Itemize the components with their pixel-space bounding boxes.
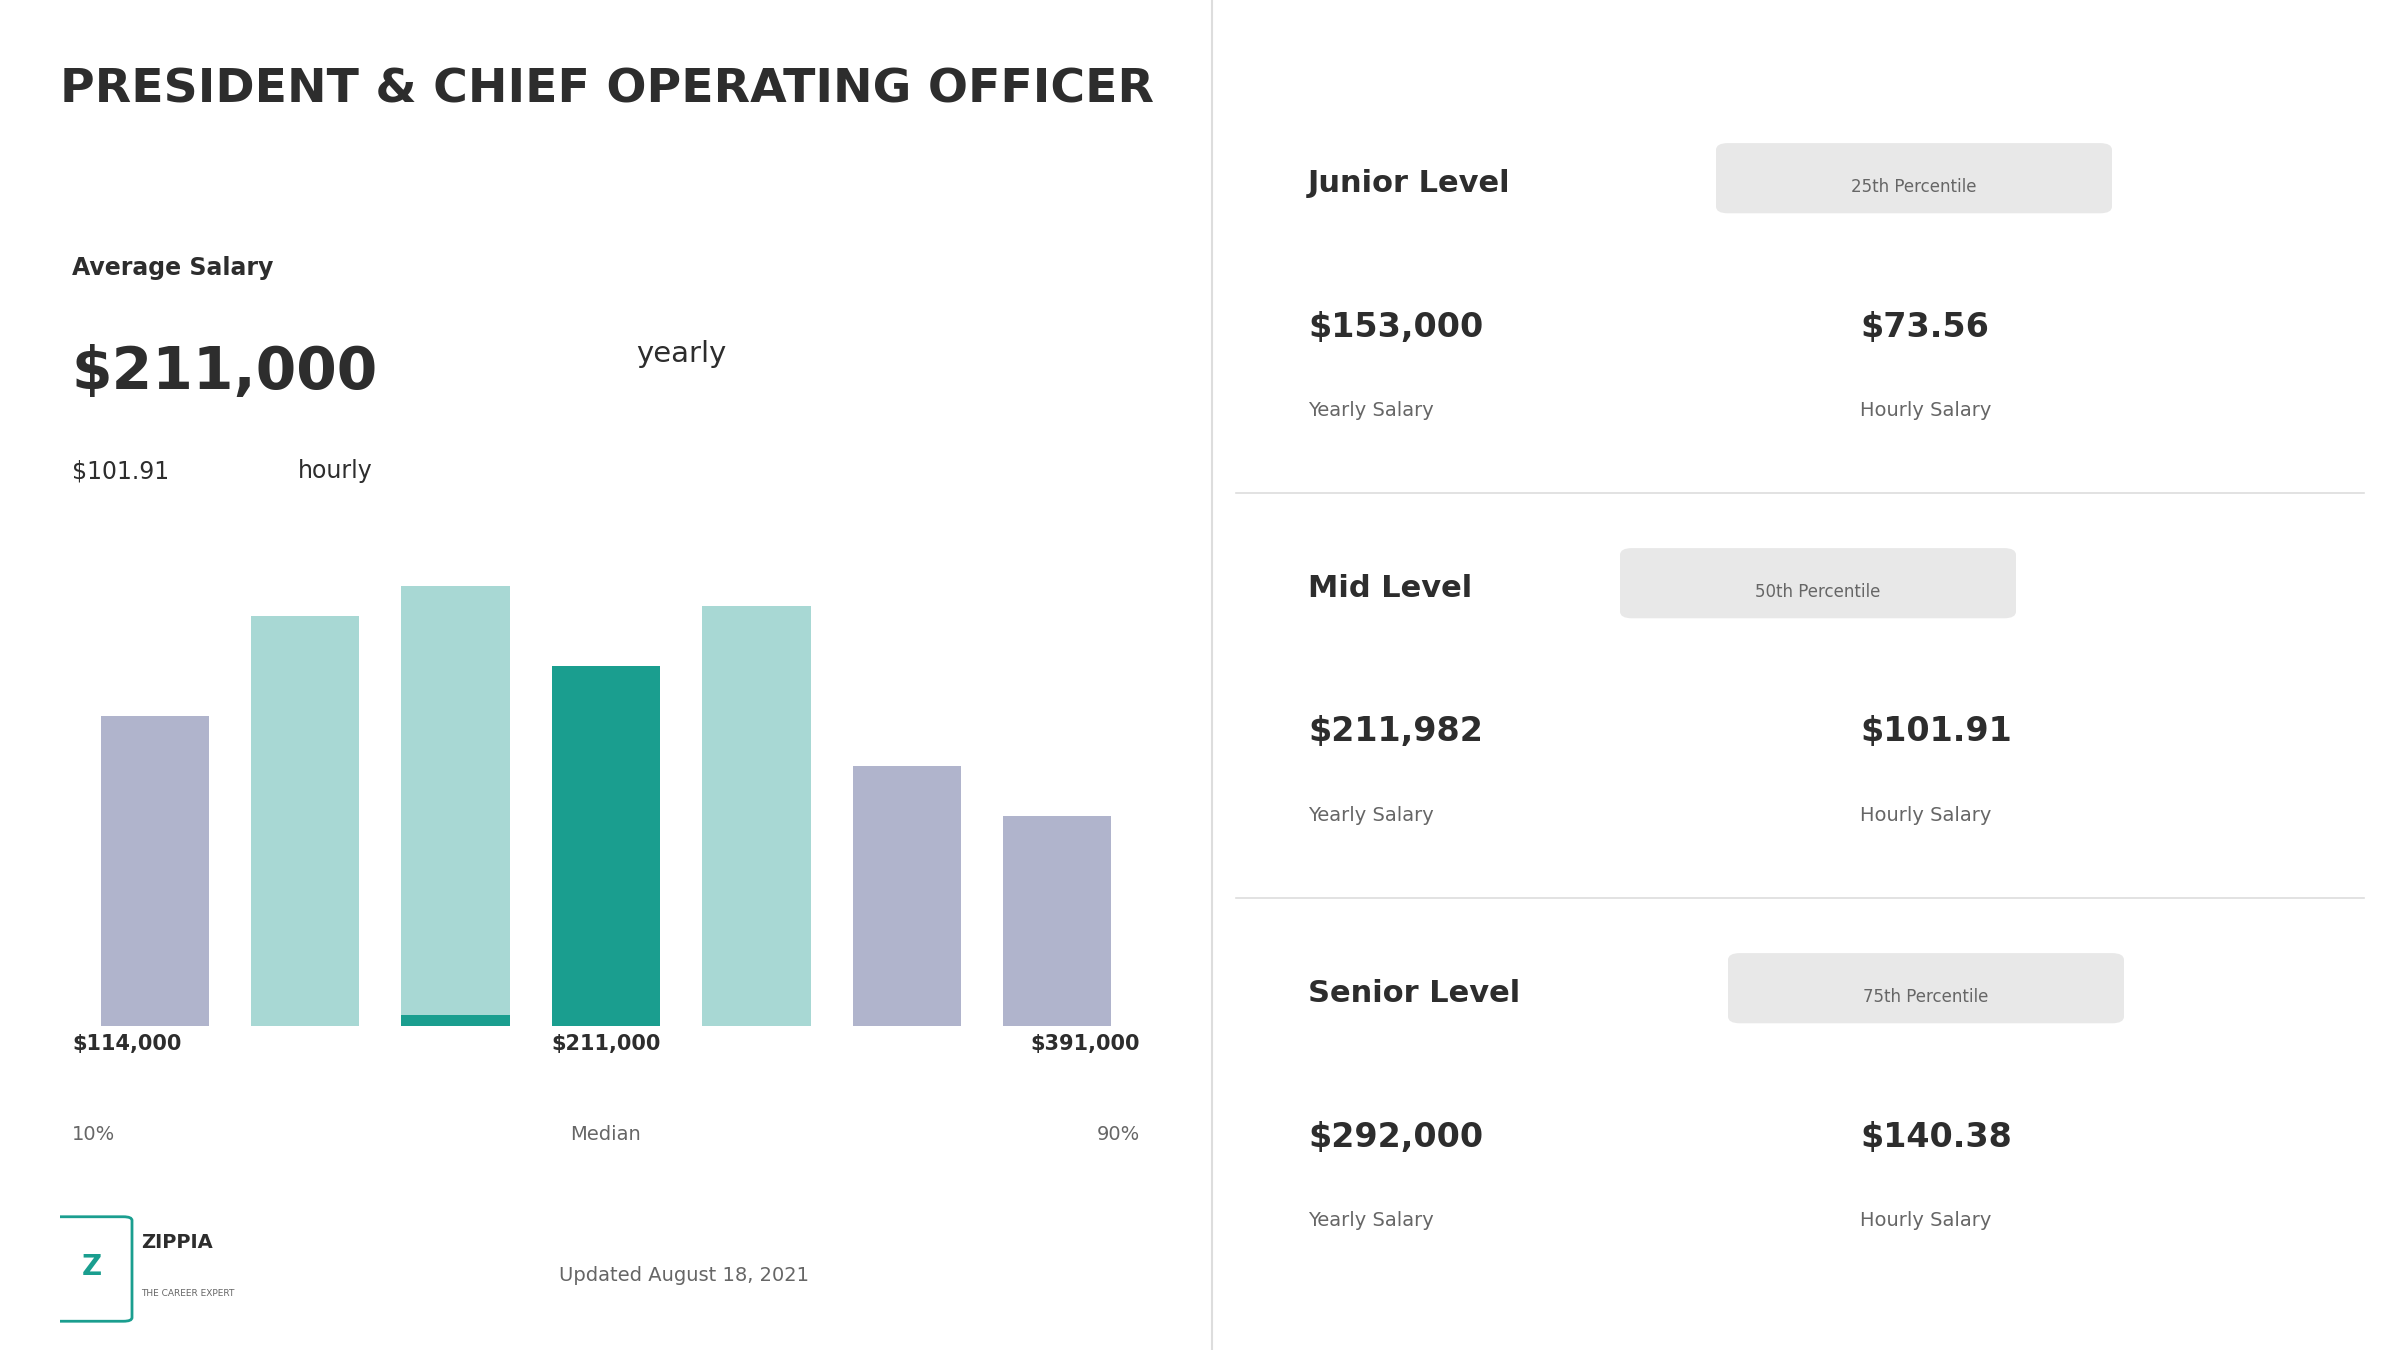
- Text: $153,000: $153,000: [1308, 310, 1483, 343]
- Text: Updated August 18, 2021: Updated August 18, 2021: [559, 1266, 809, 1285]
- Text: 90%: 90%: [1097, 1125, 1140, 1143]
- Text: Mid Level: Mid Level: [1308, 574, 1471, 602]
- Text: THE CAREER EXPERT: THE CAREER EXPERT: [142, 1289, 235, 1297]
- Text: Z: Z: [82, 1253, 101, 1281]
- Text: $101.91: $101.91: [1860, 716, 2011, 748]
- Bar: [401, 1015, 509, 1026]
- Text: Hourly Salary: Hourly Salary: [1860, 401, 1992, 420]
- Text: $101.91: $101.91: [72, 459, 168, 483]
- Text: Yearly Salary: Yearly Salary: [1308, 1211, 1433, 1230]
- Text: 75th Percentile: 75th Percentile: [1862, 988, 1990, 1006]
- Text: $211,000: $211,000: [552, 1034, 660, 1054]
- Text: $391,000: $391,000: [1030, 1034, 1140, 1054]
- FancyBboxPatch shape: [1620, 548, 2016, 618]
- Text: ZIPPIA: ZIPPIA: [142, 1233, 211, 1251]
- FancyBboxPatch shape: [1728, 953, 2124, 1023]
- Text: Senior Level: Senior Level: [1308, 979, 1519, 1007]
- Text: yearly: yearly: [636, 340, 727, 369]
- Text: $292,000: $292,000: [1308, 1120, 1483, 1153]
- Text: $73.56: $73.56: [1860, 310, 1990, 343]
- Text: hourly: hourly: [298, 459, 372, 483]
- Text: Yearly Salary: Yearly Salary: [1308, 806, 1433, 825]
- Text: $140.38: $140.38: [1860, 1120, 2011, 1153]
- FancyBboxPatch shape: [50, 1216, 132, 1322]
- Bar: [252, 617, 360, 1026]
- Text: $211,000: $211,000: [72, 344, 379, 401]
- Bar: [703, 606, 811, 1026]
- Bar: [552, 1015, 660, 1026]
- Text: Average Salary: Average Salary: [72, 256, 274, 281]
- Text: Junior Level: Junior Level: [1308, 169, 1510, 197]
- Text: Median: Median: [571, 1125, 641, 1143]
- Text: 25th Percentile: 25th Percentile: [1850, 178, 1978, 196]
- Text: 10%: 10%: [72, 1125, 115, 1143]
- Bar: [552, 667, 660, 1026]
- Bar: [852, 767, 960, 1026]
- Text: $114,000: $114,000: [72, 1034, 182, 1054]
- Text: Yearly Salary: Yearly Salary: [1308, 401, 1433, 420]
- Text: Hourly Salary: Hourly Salary: [1860, 1211, 1992, 1230]
- Text: $211,982: $211,982: [1308, 716, 1483, 748]
- Text: Hourly Salary: Hourly Salary: [1860, 806, 1992, 825]
- Bar: [101, 717, 209, 1026]
- FancyBboxPatch shape: [1716, 143, 2112, 213]
- Text: 50th Percentile: 50th Percentile: [1754, 583, 1882, 601]
- Bar: [1003, 817, 1111, 1026]
- Text: PRESIDENT & CHIEF OPERATING OFFICER: PRESIDENT & CHIEF OPERATING OFFICER: [60, 68, 1154, 112]
- Bar: [401, 586, 509, 1026]
